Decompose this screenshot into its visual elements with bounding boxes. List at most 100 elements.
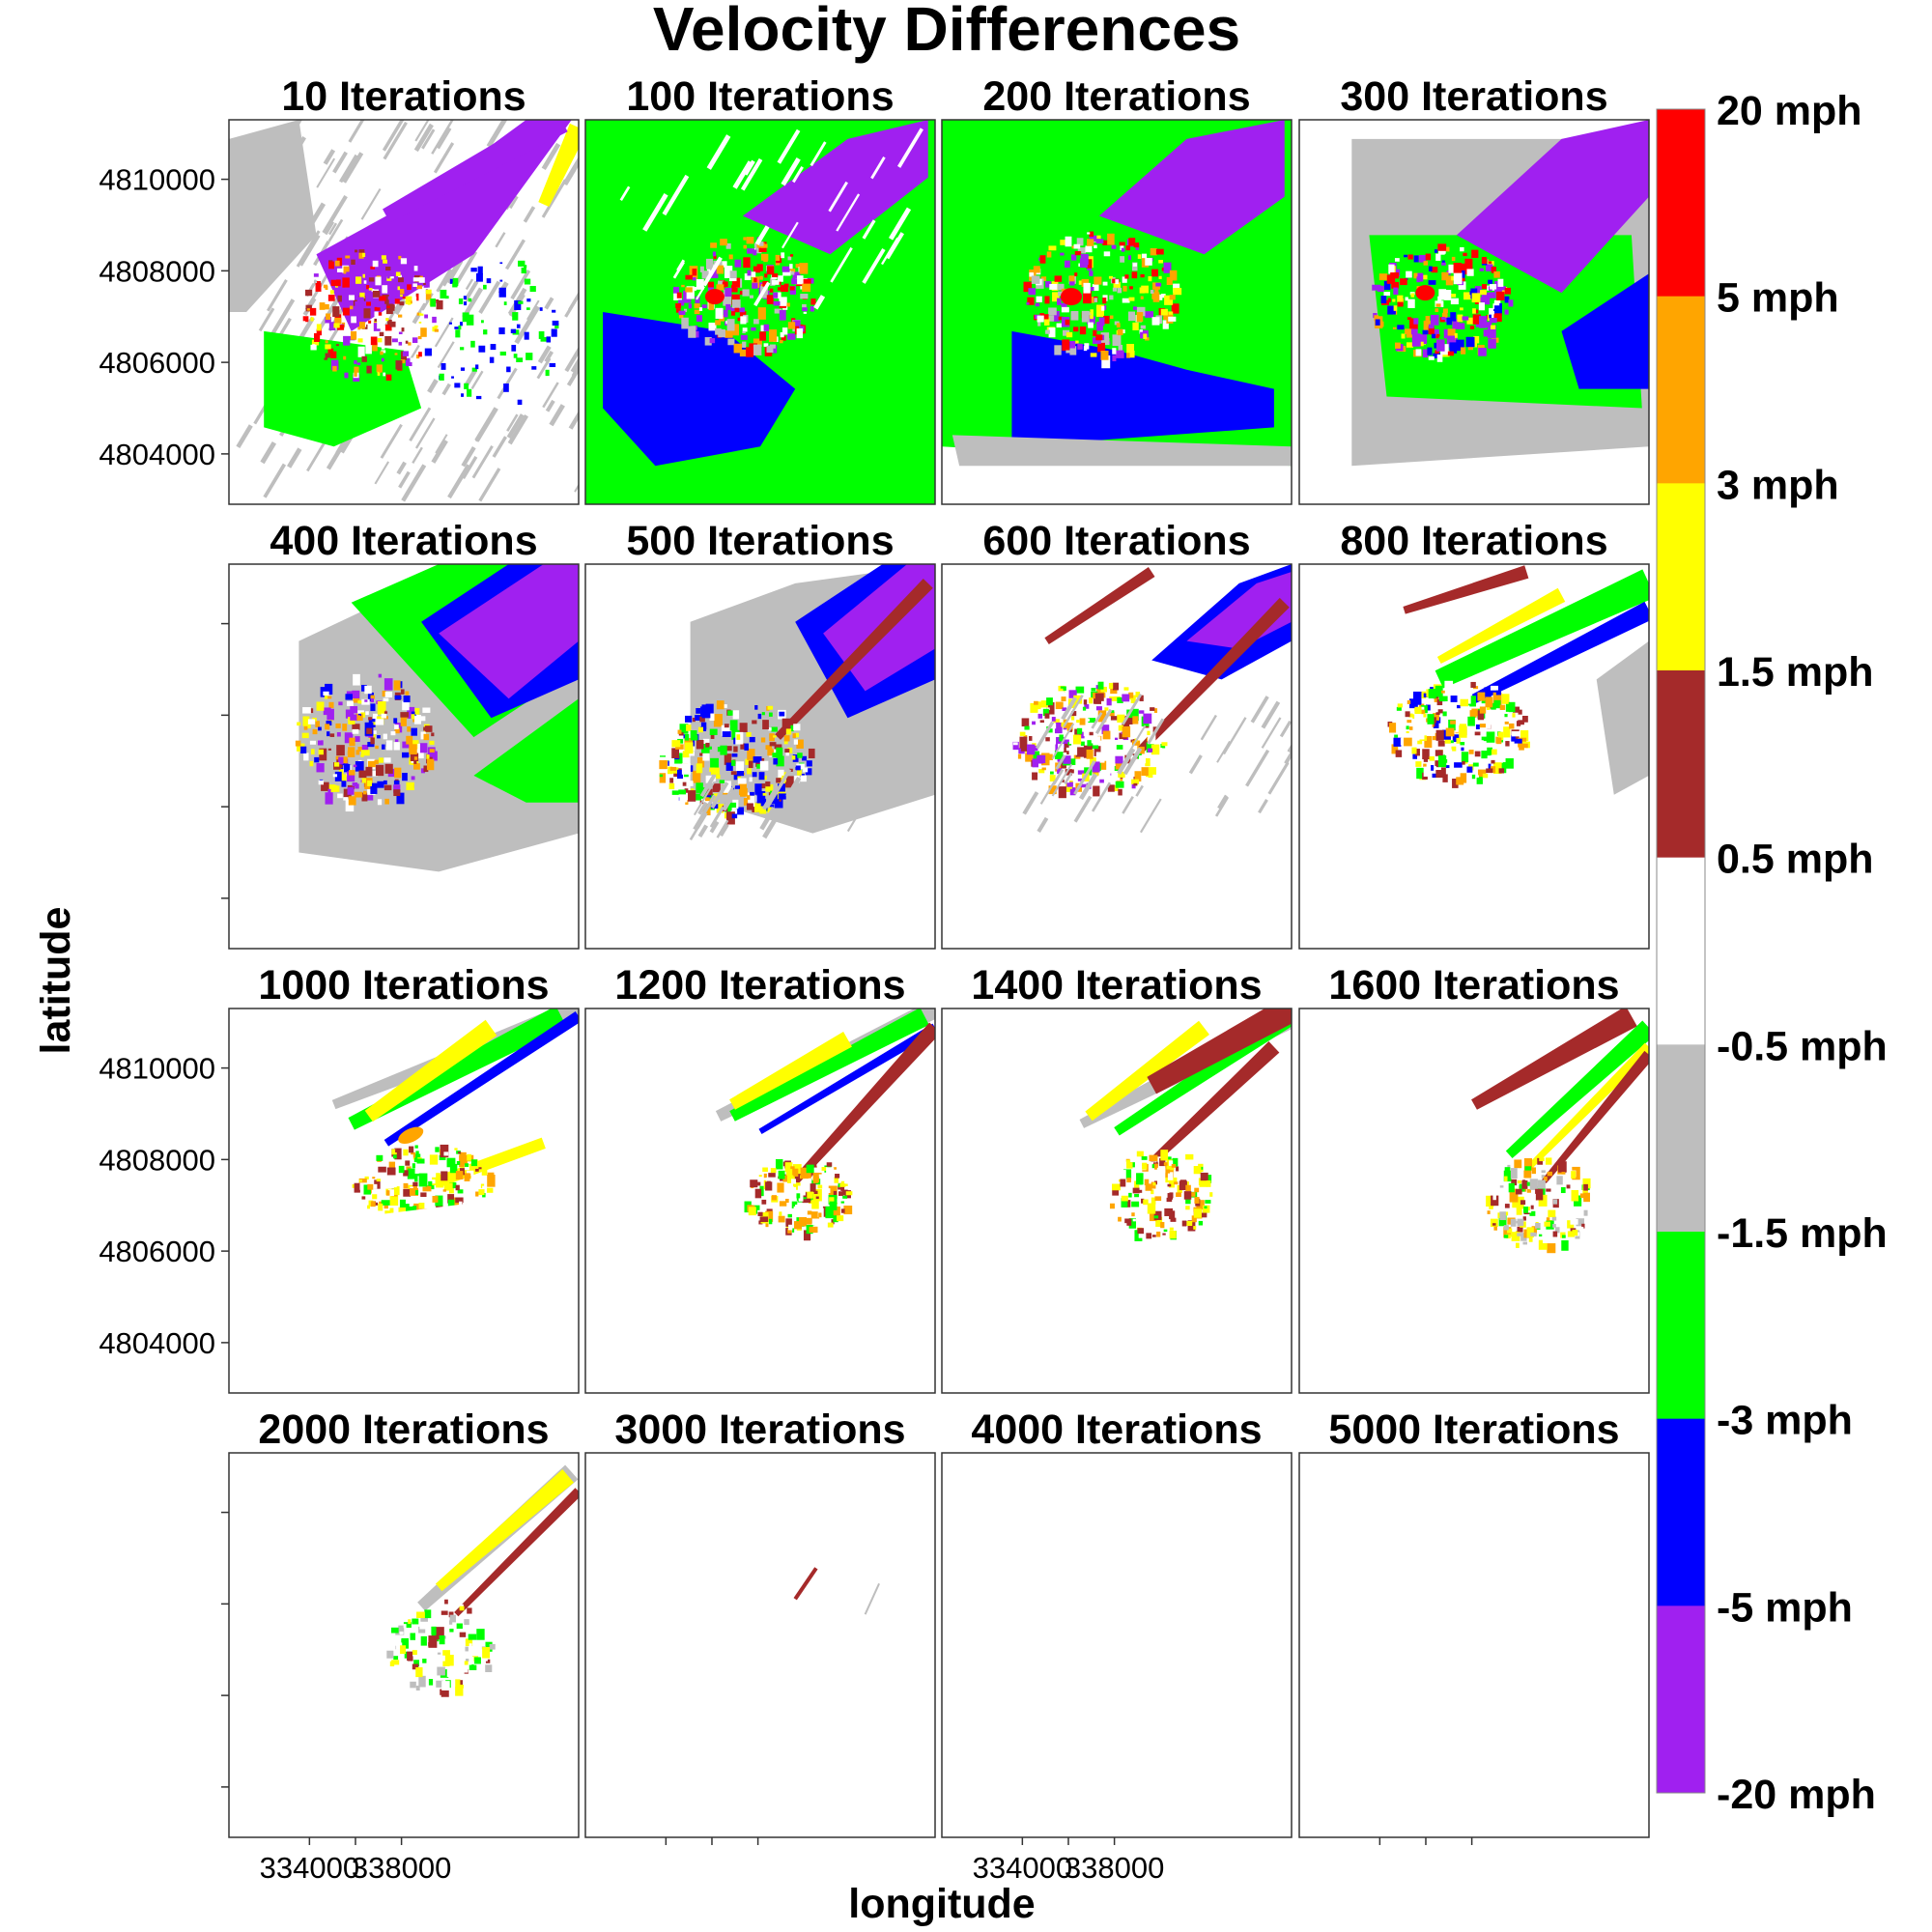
panel-title: 1200 Iterations <box>614 962 905 1009</box>
x-axis-label: longitude <box>848 1881 1035 1927</box>
panel-title: 5000 Iterations <box>1328 1406 1619 1453</box>
panel-background <box>585 1009 935 1393</box>
y-tick-label: 4804000 <box>99 1326 215 1360</box>
y-axis-label: latitude <box>33 907 79 1055</box>
panel-title: 400 Iterations <box>270 518 537 564</box>
panel-title: 500 Iterations <box>626 518 894 564</box>
panel-background <box>585 1453 935 1837</box>
legend-label: 3 mph <box>1717 462 1839 508</box>
panel-heatmap <box>715 1009 935 1241</box>
y-tick-label: 4808000 <box>99 1143 215 1177</box>
legend-swatch <box>1657 1044 1705 1233</box>
panel-title: 1600 Iterations <box>1328 962 1619 1009</box>
panel-border <box>941 119 1293 505</box>
y-tick-label: 4808000 <box>99 254 215 288</box>
legend-border <box>1656 108 1706 1794</box>
panel-10: 10 Iterations <box>228 73 580 505</box>
y-tick-label: 4804000 <box>99 438 215 471</box>
panel-3000: 3000 Iterations <box>584 1406 936 1838</box>
panel-border <box>228 563 580 950</box>
panel-border <box>941 1008 1293 1394</box>
panel-heatmap <box>942 120 1292 504</box>
panel-title: 4000 Iterations <box>971 1406 1262 1453</box>
panel-heatmap <box>1387 565 1649 795</box>
panel-background <box>942 1009 1292 1393</box>
legend-swatch <box>1657 1418 1705 1606</box>
panel-border <box>1298 1452 1650 1838</box>
panel-1000: 1000 Iterations <box>228 962 580 1394</box>
panel-border <box>941 563 1293 950</box>
panel-border <box>584 119 936 505</box>
y-tick-label: 4806000 <box>99 346 215 380</box>
y-tick-label: 4810000 <box>99 1052 215 1086</box>
panel-heatmap <box>386 1464 579 1697</box>
panel-400: 400 Iterations <box>228 518 580 950</box>
legend-label: -1.5 mph <box>1717 1210 1888 1257</box>
panel-border <box>584 1008 936 1394</box>
panel-border <box>1298 1008 1650 1394</box>
panel-heatmap <box>295 564 579 872</box>
legend-swatch <box>1657 109 1705 298</box>
x-tick-label: 334000 <box>260 1851 359 1885</box>
panel-background <box>942 1453 1292 1837</box>
panel-border <box>228 1452 580 1838</box>
panel-border <box>941 1452 1293 1838</box>
facet-panels: 10 Iterations 100 Iterations 200 Iteration… <box>228 73 1650 1838</box>
panel-heatmap <box>1299 120 1649 504</box>
panel-heatmap <box>585 120 935 504</box>
color-legend: 20 mph 5 mph 3 mph 1.5 mph 0.5 mph -0.5 mph -1… <box>1656 88 1888 1818</box>
panel-border <box>1298 119 1650 505</box>
y-tick-label: 4810000 <box>99 163 215 197</box>
panel-background <box>1299 1453 1649 1837</box>
panel-heatmap <box>659 564 935 840</box>
legend-label: 5 mph <box>1717 275 1839 322</box>
panel-title: 600 Iterations <box>982 518 1250 564</box>
panel-title: 1400 Iterations <box>971 962 1262 1009</box>
panel-heatmap <box>229 120 579 504</box>
panel-100: 100 Iterations <box>584 73 936 505</box>
panel-heatmap <box>1012 564 1292 834</box>
panel-1200: 1200 Iterations <box>584 962 936 1394</box>
panel-600: 600 Iterations <box>941 518 1293 950</box>
panel-heatmap <box>793 1567 880 1615</box>
panel-border <box>228 1008 580 1394</box>
panel-title: 200 Iterations <box>982 73 1250 120</box>
legend-label: -3 mph <box>1717 1398 1853 1444</box>
x-tick-label: 338000 <box>352 1851 451 1885</box>
y-tick-label: 4806000 <box>99 1235 215 1268</box>
x-tick-label: 334000 <box>973 1851 1072 1885</box>
panel-title: 2000 Iterations <box>258 1406 549 1453</box>
panel-500: 500 Iterations <box>584 518 936 950</box>
panel-heatmap <box>331 1009 579 1259</box>
panel-title: 300 Iterations <box>1340 73 1607 120</box>
legend-label: -0.5 mph <box>1717 1023 1888 1069</box>
legend-swatch <box>1657 483 1705 671</box>
legend-swatch <box>1657 670 1705 859</box>
legend-label: 1.5 mph <box>1717 649 1874 696</box>
panel-2000: 2000 Iterations <box>228 1406 580 1838</box>
legend-swatch <box>1657 1605 1705 1794</box>
chart-title: Velocity Differences <box>653 0 1240 64</box>
panel-300: 300 Iterations <box>1298 73 1650 505</box>
legend-label: 20 mph <box>1717 88 1862 134</box>
y-axes: 4804000 4806000 4808000 4810000 4804000 48060… <box>99 163 229 1788</box>
legend-swatch <box>1657 296 1705 484</box>
legend-label: -20 mph <box>1717 1772 1876 1818</box>
panel-background <box>1299 564 1649 949</box>
panel-title: 3000 Iterations <box>614 1406 905 1453</box>
panel-border <box>228 119 580 505</box>
panel-border <box>584 1452 936 1838</box>
x-tick-label: 338000 <box>1065 1851 1164 1885</box>
panel-border <box>584 563 936 950</box>
panel-1400: 1400 Iterations <box>941 962 1293 1394</box>
panel-border <box>1298 563 1650 950</box>
panel-200: 200 Iterations <box>941 73 1293 505</box>
panel-title: 1000 Iterations <box>258 962 549 1009</box>
panel-heatmap <box>1079 1009 1292 1243</box>
panel-4000: 4000 Iterations <box>941 1406 1293 1838</box>
panel-heatmap <box>1471 1009 1649 1254</box>
panel-title: 10 Iterations <box>281 73 526 120</box>
legend-swatch <box>1657 857 1705 1045</box>
